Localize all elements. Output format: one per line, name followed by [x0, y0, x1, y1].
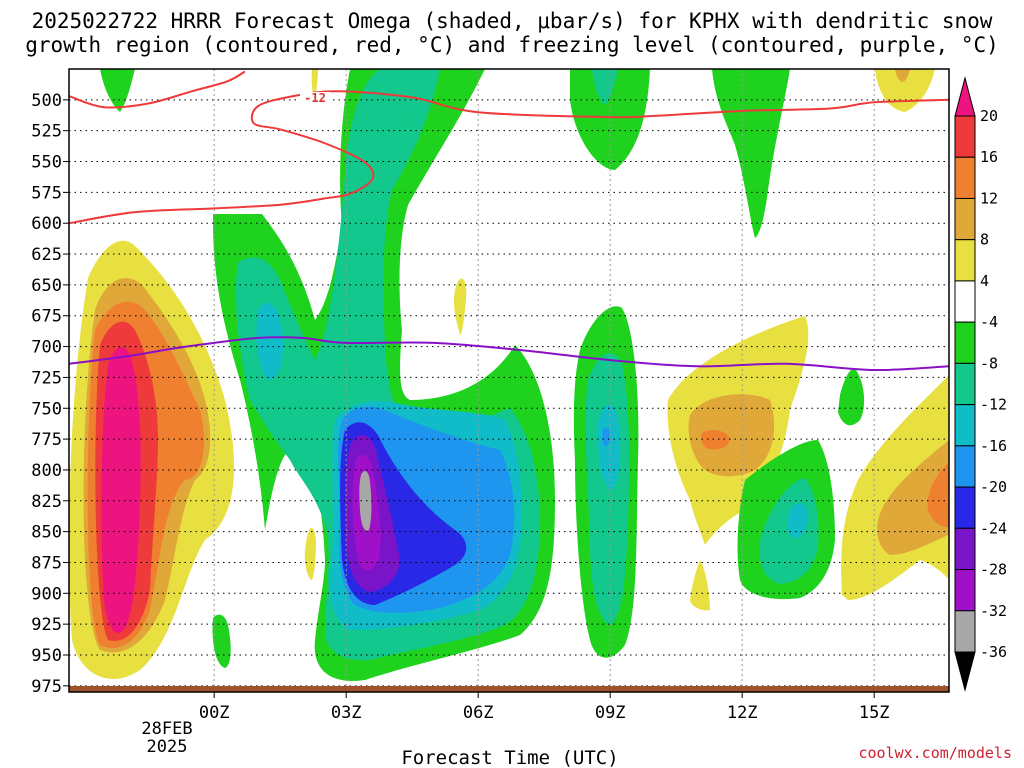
omega-descent-plus4-0300z-low [304, 527, 316, 580]
y-tick-label: 700 [31, 338, 62, 358]
x-axis-date-line2: 2025 [147, 737, 188, 757]
y-tick-label: 725 [31, 368, 62, 388]
omega-ascent-minus12-main [256, 302, 284, 380]
y-tick-label: 675 [31, 307, 62, 327]
x-tick-label: 03Z [331, 703, 362, 723]
x-tick-label: 00Z [199, 703, 230, 723]
colorbar-bin [954, 404, 976, 447]
y-tick-label: 800 [31, 461, 62, 481]
omega-ascent-minus4-14z [838, 368, 865, 426]
colorbar-tick-label: -28 [980, 561, 1007, 579]
omega-ascent-minus12-09z [597, 404, 620, 490]
terrain-strip [69, 686, 949, 692]
chart-title-line2: growth region (contoured, red, °C) and f… [25, 33, 999, 57]
y-tick-label: 875 [31, 553, 62, 573]
omega-ascent-minus8-0930z-top [592, 69, 618, 105]
omega-shading [69, 69, 949, 681]
x-tick-label: 12Z [727, 703, 758, 723]
y-axis-tick-labels: 500 525 550 575 600 625 650 675 700 725 750 775 800 8… [31, 91, 62, 697]
colorbar-tick-label: 16 [980, 148, 998, 166]
plot-frame [68, 68, 950, 693]
colorbar-tick-label: -32 [980, 602, 1007, 620]
colorbar-tick-label: -8 [980, 354, 998, 372]
y-tick-label: 525 [31, 122, 62, 142]
omega-ascent-minus32-core [359, 470, 372, 531]
colorbar-bin [954, 445, 976, 488]
colorbar-tick-label: 8 [980, 231, 989, 249]
x-tick-label: 09Z [595, 703, 626, 723]
omega-ascent-minus4-top-left [100, 69, 135, 112]
contour-label-background [300, 92, 330, 104]
colorbar-bin [954, 197, 976, 241]
colorbar-tick-label: -4 [980, 313, 998, 331]
omega-descent-plus12-right [927, 462, 949, 528]
omega-descent-plus8-top-right [895, 69, 910, 82]
x-axis-date-line1: 28FEB [141, 719, 192, 739]
colorbar-bin [954, 362, 976, 406]
y-tick-label: 575 [31, 183, 62, 203]
x-gridlines [213, 69, 875, 698]
x-tick-label: 15Z [859, 703, 890, 723]
y-tick-label: 775 [31, 430, 62, 450]
y-tick-label: 850 [31, 523, 62, 543]
colorbar-bottom-triangle [954, 651, 976, 692]
colorbar-tick-label: -36 [980, 643, 1007, 661]
omega-descent-plus20-left [101, 347, 141, 633]
omega-descent-plus8-11z [688, 394, 775, 477]
colorbar-tick-label: 20 [980, 107, 998, 125]
omega-descent-plus8-right [877, 440, 949, 555]
x-axis-tick-labels: 00Z 03Z 06Z 09Z 12Z 15Z [199, 703, 890, 723]
y-tick-label: 925 [31, 615, 62, 635]
y-tick-label: 625 [31, 245, 62, 265]
colorbar-bin [954, 115, 976, 158]
dgz-contour-label: -12 [304, 91, 326, 105]
colorbar-tick-label: 4 [980, 272, 989, 290]
omega-ascent-minus12-1230z [787, 503, 808, 539]
omega-descent-plus12-11z [701, 430, 730, 450]
y-tick-label: 825 [31, 492, 62, 512]
y-tick-label: 950 [31, 646, 62, 666]
colorbar-tick-label: -24 [980, 519, 1007, 537]
omega-descent-plus4-11z-lower [690, 560, 710, 611]
omega-ascent-minus4-bottom-left [212, 614, 231, 668]
colorbar-bin [954, 280, 976, 323]
x-tick-label: 06Z [463, 703, 494, 723]
colorbar-tick-label: -16 [980, 437, 1007, 455]
plot-area: -12 [63, 68, 950, 698]
y-tick-label: 650 [31, 276, 62, 296]
omega-ascent-minus8-09z [585, 353, 630, 625]
colorbar-tick-label: 12 [980, 189, 998, 207]
y-tick-label: 900 [31, 584, 62, 604]
colorbar-tick-label: -12 [980, 396, 1007, 414]
colorbar: 20 16 12 8 4 -4 -8 -12 -16 -20 -24 -28 -32 -36 [954, 76, 1007, 692]
omega-descent-plus4-0530z [453, 278, 467, 335]
dgz-upper-isotherm-line [69, 70, 246, 109]
colorbar-top-triangle [954, 76, 976, 117]
credit-text: coolwx.com/models [858, 744, 1012, 762]
freezing-level-line [69, 336, 949, 372]
y-tick-label: 750 [31, 399, 62, 419]
omega-ascent-minus16-09z [602, 427, 610, 447]
dgz-lower-isotherm-line [69, 90, 949, 225]
colorbar-bin [954, 156, 976, 199]
y-gridlines [63, 99, 949, 687]
y-tick-label: 550 [31, 153, 62, 173]
colorbar-bin [954, 486, 976, 529]
colorbar-tick-label: -20 [980, 478, 1007, 496]
chart-title-line1: 2025022722 HRRR Forecast Omega (shaded, … [32, 9, 993, 33]
colorbar-bin [954, 527, 976, 571]
colorbar-bin [954, 569, 976, 612]
colorbar-bin [954, 610, 976, 653]
y-tick-label: 600 [31, 214, 62, 234]
x-axis-label: Forecast Time (UTC) [401, 747, 618, 768]
y-tick-label: 975 [31, 677, 62, 697]
colorbar-bin [954, 321, 976, 364]
y-tick-label: 500 [31, 91, 62, 111]
colorbar-bin [954, 239, 976, 282]
